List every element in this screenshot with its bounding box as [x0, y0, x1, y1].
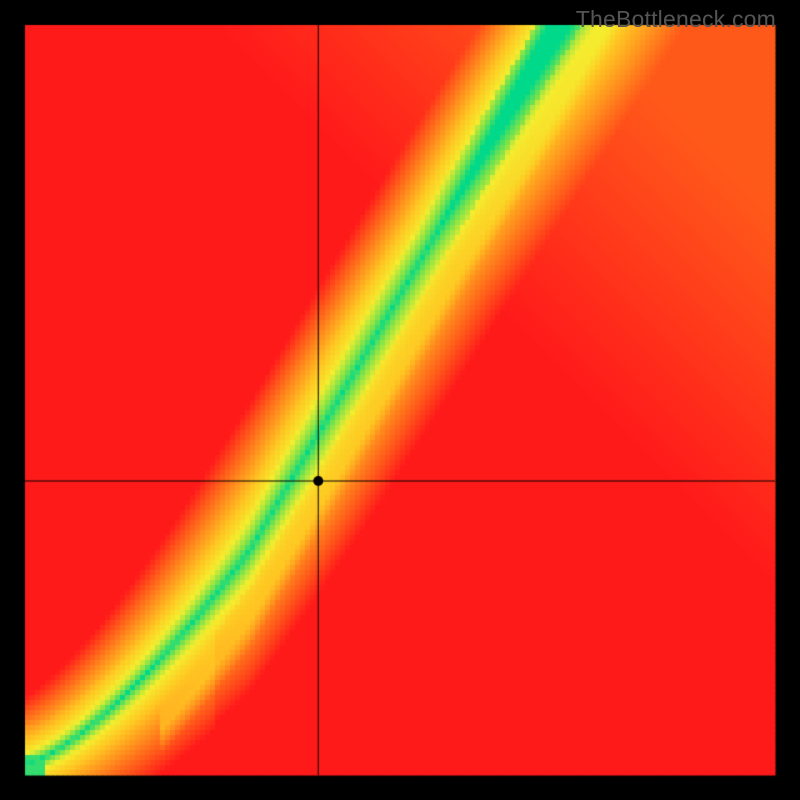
watermark-text: TheBottleneck.com — [576, 6, 776, 33]
heatmap-canvas — [0, 0, 800, 800]
chart-container: TheBottleneck.com — [0, 0, 800, 800]
